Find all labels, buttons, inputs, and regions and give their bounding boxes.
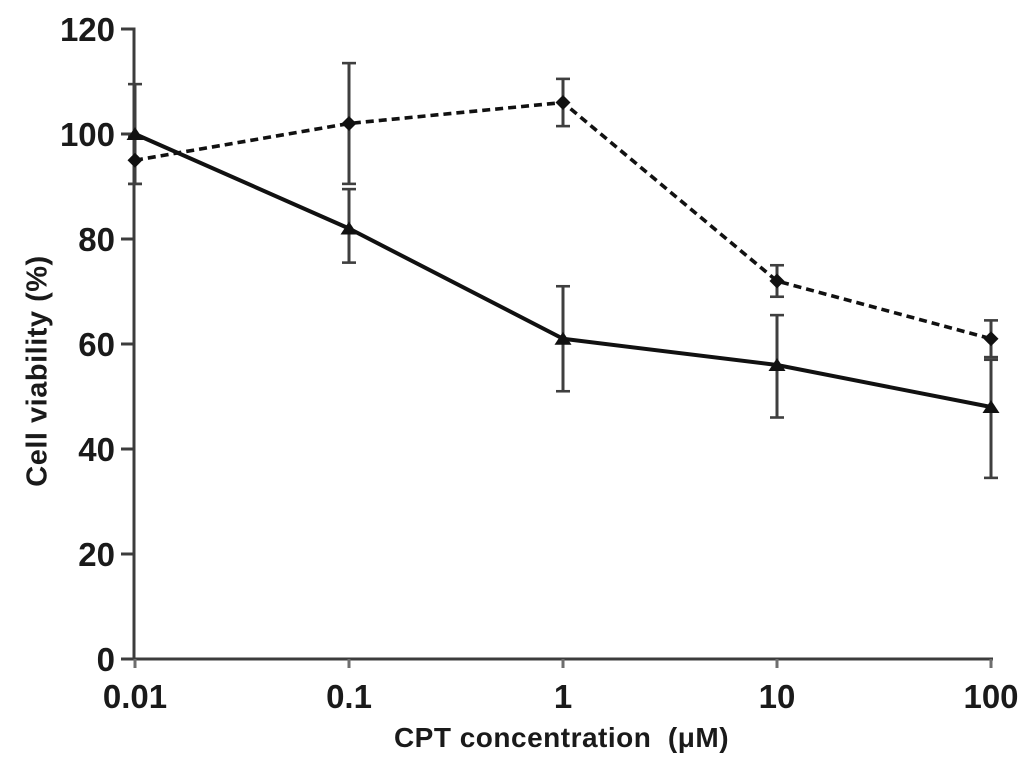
marker-diamond — [983, 331, 999, 347]
y-tick-label: 60 — [78, 326, 115, 363]
x-tick-label: 10 — [759, 678, 796, 715]
axes: 0 20 40 60 80 100 120 0.01 0.1 1 10 100 — [60, 11, 1019, 715]
error-bars — [128, 61, 998, 480]
marker-triangle — [126, 127, 144, 140]
x-tick-label: 0.1 — [326, 678, 372, 715]
marker-triangle — [982, 400, 1000, 413]
y-tick-label: 80 — [78, 221, 115, 258]
x-tick-label: 1 — [554, 678, 572, 715]
marker-triangle — [340, 221, 358, 235]
y-tick-label: 100 — [60, 116, 115, 153]
marker-triangle — [768, 358, 786, 371]
marker-diamond — [555, 95, 571, 110]
marker-triangle — [554, 331, 572, 345]
y-tick-label: 40 — [78, 431, 115, 468]
y-tick-label: 0 — [97, 641, 115, 678]
x-axis-title: CPT concentration (μM) — [393, 722, 730, 753]
marker-diamond — [341, 116, 357, 131]
y-tick-label: 120 — [60, 11, 115, 48]
y-tick-label: 20 — [78, 536, 115, 573]
x-tick-label: 100 — [963, 678, 1018, 715]
error-bar — [984, 358, 998, 480]
x-tick-label: 0.01 — [103, 678, 167, 715]
marker-diamond — [127, 152, 143, 168]
y-axis-title: Cell viability (%) — [21, 255, 54, 487]
marker-diamond — [769, 273, 785, 289]
